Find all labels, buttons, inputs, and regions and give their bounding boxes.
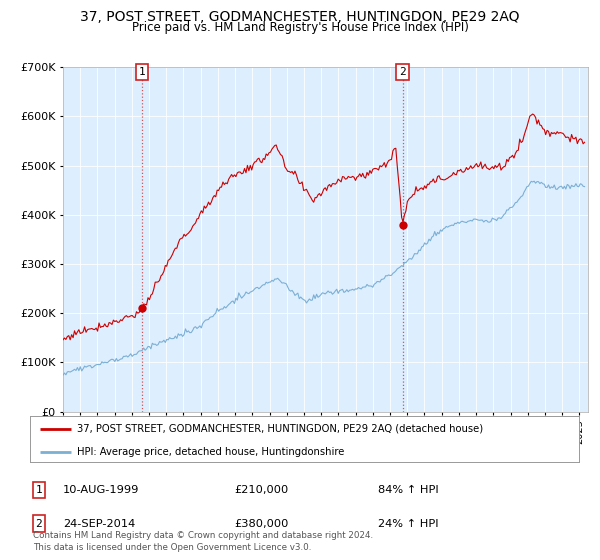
Text: Price paid vs. HM Land Registry's House Price Index (HPI): Price paid vs. HM Land Registry's House … (131, 21, 469, 34)
Text: £380,000: £380,000 (234, 519, 289, 529)
Text: 24-SEP-2014: 24-SEP-2014 (63, 519, 135, 529)
Text: 10-AUG-1999: 10-AUG-1999 (63, 485, 139, 495)
Text: 37, POST STREET, GODMANCHESTER, HUNTINGDON, PE29 2AQ (detached house): 37, POST STREET, GODMANCHESTER, HUNTINGD… (77, 424, 483, 434)
Text: 1: 1 (139, 67, 146, 77)
Text: 2: 2 (35, 519, 43, 529)
Text: 24% ↑ HPI: 24% ↑ HPI (378, 519, 439, 529)
Text: HPI: Average price, detached house, Huntingdonshire: HPI: Average price, detached house, Hunt… (77, 447, 344, 457)
Text: £210,000: £210,000 (234, 485, 288, 495)
Text: 37, POST STREET, GODMANCHESTER, HUNTINGDON, PE29 2AQ: 37, POST STREET, GODMANCHESTER, HUNTINGD… (80, 10, 520, 24)
Text: Contains HM Land Registry data © Crown copyright and database right 2024.
This d: Contains HM Land Registry data © Crown c… (33, 531, 373, 552)
Text: 2: 2 (399, 67, 406, 77)
Text: 1: 1 (35, 485, 43, 495)
Text: 84% ↑ HPI: 84% ↑ HPI (378, 485, 439, 495)
